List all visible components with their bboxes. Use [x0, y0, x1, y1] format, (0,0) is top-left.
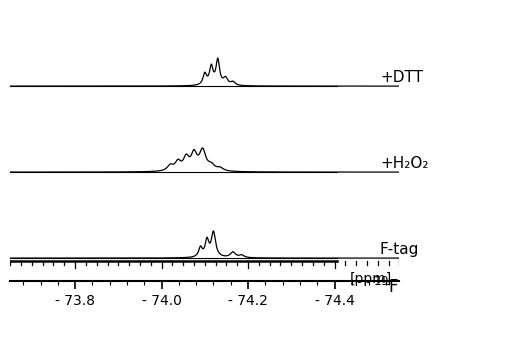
Text: +H₂O₂: +H₂O₂	[380, 156, 429, 171]
Text: F-tag: F-tag	[380, 242, 419, 257]
Text: [ppm]: [ppm]	[350, 272, 392, 286]
Text: $^{19}$F: $^{19}$F	[373, 277, 399, 297]
Text: +DTT: +DTT	[380, 70, 423, 85]
